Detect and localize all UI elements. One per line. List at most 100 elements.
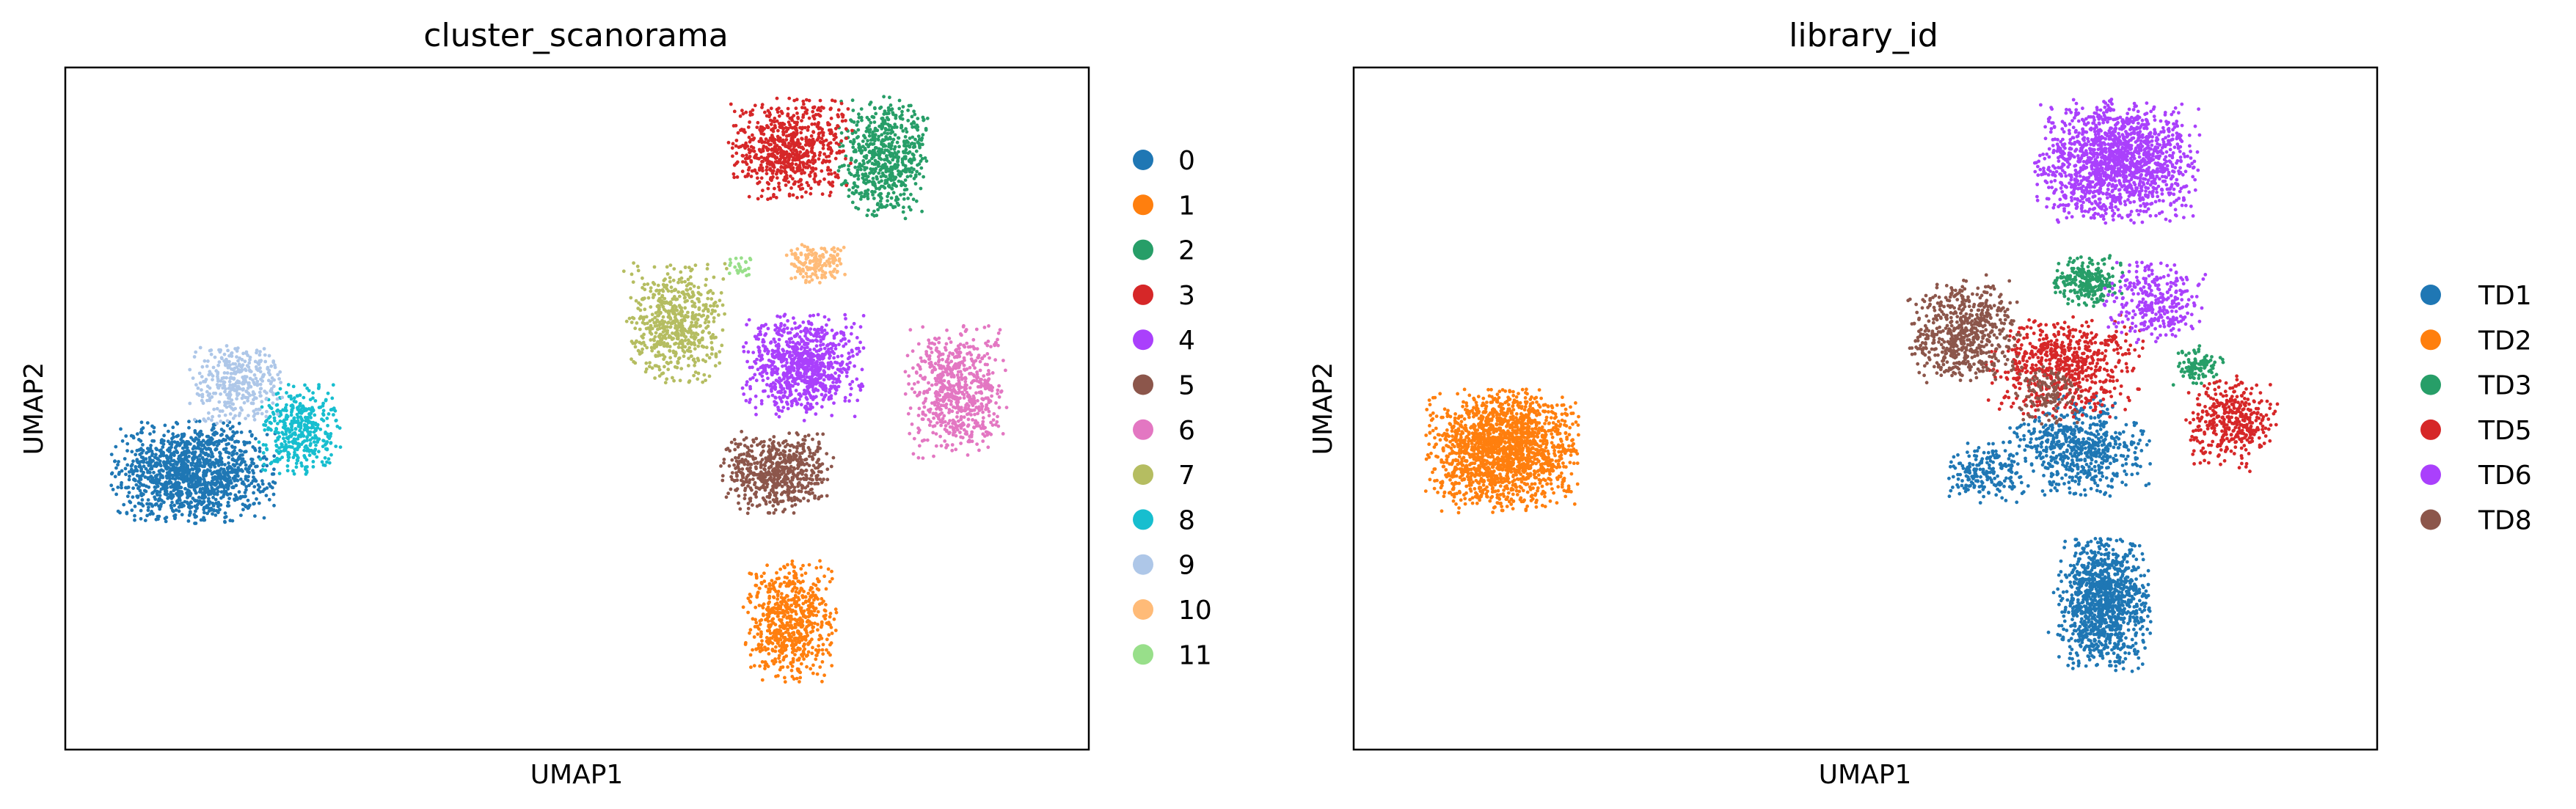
point — [820, 480, 824, 484]
point — [757, 627, 761, 631]
point — [785, 582, 789, 586]
point — [241, 508, 245, 512]
point — [164, 480, 169, 484]
point — [164, 454, 169, 458]
point — [183, 462, 188, 466]
point — [850, 131, 855, 136]
point — [858, 385, 862, 389]
point — [971, 337, 976, 342]
point — [781, 348, 785, 351]
point — [746, 484, 750, 488]
point — [820, 136, 824, 141]
point — [910, 114, 914, 119]
point — [194, 480, 198, 484]
point — [819, 338, 823, 343]
point — [255, 497, 258, 501]
point — [800, 486, 804, 490]
point — [758, 664, 762, 668]
point — [226, 500, 230, 505]
point — [211, 455, 215, 458]
point — [792, 576, 797, 580]
point — [767, 365, 771, 369]
point — [773, 328, 777, 332]
point — [227, 461, 230, 465]
point — [806, 615, 811, 619]
point — [844, 325, 848, 329]
point — [180, 433, 184, 436]
point — [794, 590, 798, 594]
point — [751, 351, 756, 354]
point — [814, 166, 818, 171]
point — [847, 167, 850, 172]
point — [759, 155, 764, 159]
point — [252, 491, 255, 495]
point — [768, 452, 773, 456]
point — [759, 131, 764, 136]
point — [906, 197, 910, 200]
point — [205, 511, 209, 516]
point — [817, 464, 821, 469]
point — [149, 502, 153, 506]
point — [117, 460, 120, 464]
point — [820, 105, 824, 109]
point — [748, 140, 752, 144]
point — [790, 118, 795, 122]
point — [857, 112, 861, 117]
point — [774, 400, 778, 405]
point — [216, 510, 220, 515]
point — [211, 490, 216, 494]
point — [873, 133, 877, 137]
point — [878, 106, 882, 110]
point — [885, 116, 889, 120]
point — [233, 493, 238, 497]
point — [825, 332, 829, 335]
point — [216, 505, 220, 509]
point — [735, 464, 740, 469]
point — [883, 158, 886, 162]
point — [788, 449, 792, 453]
point — [726, 141, 731, 144]
point — [777, 654, 781, 658]
point — [837, 343, 841, 347]
point — [137, 485, 142, 488]
point — [726, 491, 730, 496]
point — [855, 352, 859, 356]
point — [739, 471, 743, 475]
point — [798, 670, 801, 674]
point — [811, 457, 814, 461]
point — [799, 329, 803, 334]
point — [810, 150, 814, 154]
point — [976, 399, 979, 403]
point — [829, 147, 833, 152]
point — [760, 639, 764, 643]
point — [920, 209, 924, 213]
point — [847, 351, 851, 355]
point — [780, 621, 784, 626]
point — [830, 569, 833, 574]
point — [789, 389, 792, 394]
point — [883, 121, 888, 125]
point — [746, 168, 751, 172]
point — [234, 483, 238, 488]
point — [227, 455, 231, 459]
point — [778, 451, 783, 455]
point — [140, 474, 145, 477]
chart-title: cluster_scanorama — [423, 17, 728, 54]
point — [847, 188, 851, 192]
point — [763, 389, 767, 393]
point — [177, 505, 181, 509]
point — [128, 500, 133, 505]
point — [913, 390, 917, 395]
point — [806, 433, 811, 437]
point — [792, 677, 796, 681]
point — [125, 442, 130, 446]
point — [839, 330, 843, 334]
point — [866, 175, 870, 179]
point — [235, 452, 239, 455]
point — [738, 114, 742, 118]
point — [734, 144, 738, 148]
point — [754, 394, 758, 398]
point — [774, 349, 778, 354]
point — [753, 169, 757, 173]
point — [743, 157, 748, 161]
